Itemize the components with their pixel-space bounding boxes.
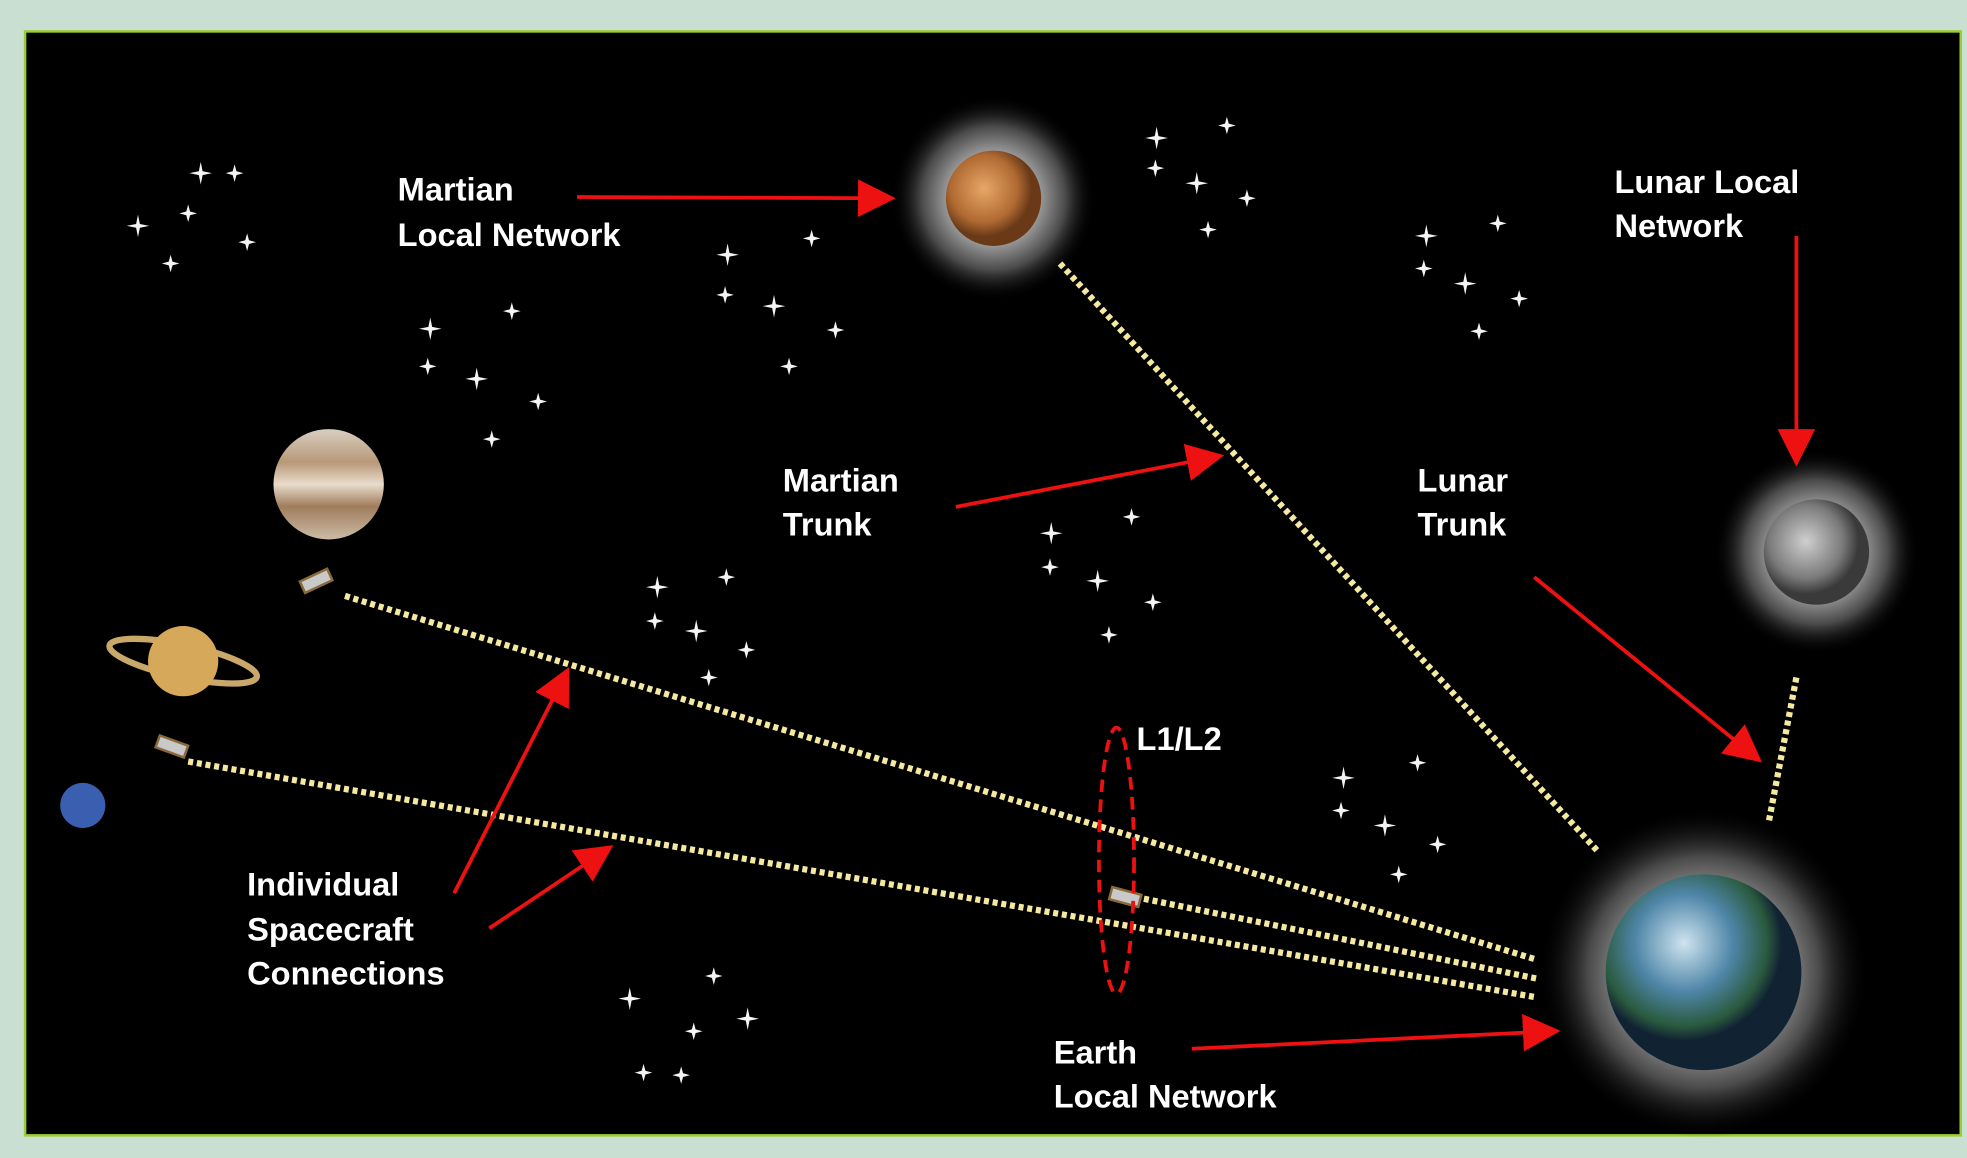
saturn xyxy=(148,626,218,696)
label: Trunk xyxy=(783,506,873,543)
label: Local Network xyxy=(398,216,622,253)
label: L1/L2 xyxy=(1137,720,1222,757)
label: Martian xyxy=(783,462,899,499)
earth xyxy=(1606,874,1802,1070)
label: Earth xyxy=(1054,1034,1137,1071)
label: Trunk xyxy=(1418,506,1508,543)
label: Spacecraft xyxy=(247,911,414,948)
page: Martian Local Network Lunar Local Networ… xyxy=(0,0,1967,1158)
moon xyxy=(1764,499,1869,604)
label: Martian xyxy=(398,171,514,208)
jupiter xyxy=(273,429,383,539)
arrow xyxy=(577,197,888,198)
label: Lunar xyxy=(1418,462,1509,499)
label: Local Network xyxy=(1054,1078,1278,1115)
neptune xyxy=(60,783,105,828)
label: Individual xyxy=(247,866,399,903)
label: Connections xyxy=(247,955,444,992)
diagram: Martian Local Network Lunar Local Networ… xyxy=(0,0,1967,1158)
label: Lunar Local xyxy=(1614,163,1799,200)
label: Network xyxy=(1614,207,1744,244)
mars xyxy=(946,151,1041,246)
